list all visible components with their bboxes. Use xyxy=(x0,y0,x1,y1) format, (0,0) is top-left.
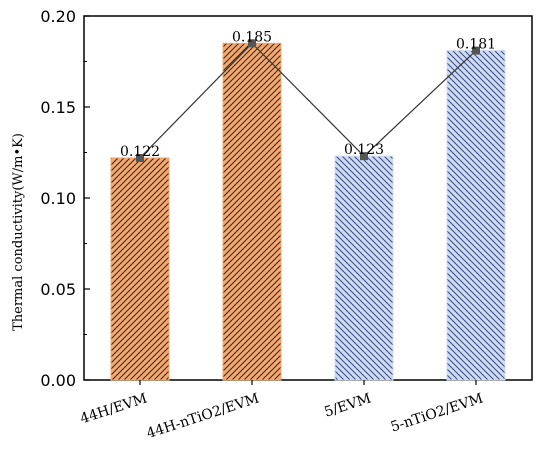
data-label: 0.181 xyxy=(456,37,496,53)
data-label: 0.123 xyxy=(344,142,384,158)
data-point-marker xyxy=(248,39,256,48)
bar xyxy=(110,157,170,381)
series-line xyxy=(139,42,477,159)
bar xyxy=(222,42,282,381)
data-label: 0.185 xyxy=(232,29,272,45)
y-tick-label: 0.15 xyxy=(40,98,76,117)
data-point-marker xyxy=(472,46,480,55)
y-tick-label: 0.10 xyxy=(40,189,76,208)
y-tick-label: 0.00 xyxy=(40,371,76,390)
y-axis-title: Thermal conductivity(W/m•K) xyxy=(11,133,26,331)
data-point-marker xyxy=(136,153,144,162)
bar xyxy=(334,155,394,381)
data-label: 0.122 xyxy=(120,144,160,160)
data-point-marker xyxy=(360,152,368,161)
y-tick-label: 0.20 xyxy=(40,7,76,26)
y-tick-label: 0.05 xyxy=(40,280,76,299)
bar xyxy=(446,50,506,381)
